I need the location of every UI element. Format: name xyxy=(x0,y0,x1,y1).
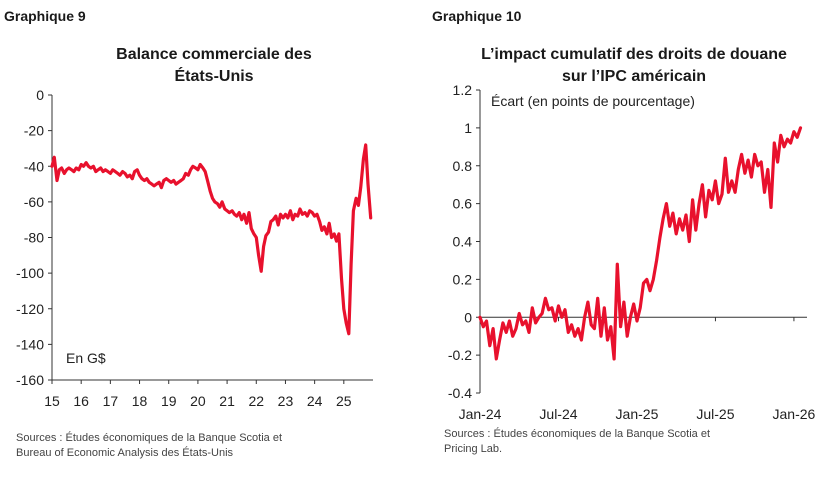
x-tick-label: 20 xyxy=(190,393,206,409)
y-tick-label: 0.2 xyxy=(453,271,473,287)
y-tick-label: -80 xyxy=(24,230,44,246)
chart-10-plot: 1.2 1 0.8 0.6 0.4 0.2 0 -0.2 -0.4 Jan-24 Jul-24 Jan… xyxy=(448,82,816,422)
y-tick-label: 0.6 xyxy=(453,196,473,212)
chart-title-line-2: sur l’IPC américain xyxy=(561,68,707,85)
sources-line-2: Pricing Lab. xyxy=(444,443,503,455)
y-tick-label: -140 xyxy=(16,336,44,352)
sources-line-2: Bureau of Economic Analysis des États-Un… xyxy=(16,447,234,459)
x-tick-label: 16 xyxy=(73,393,89,409)
x-tick-label: 21 xyxy=(219,393,235,409)
y-tick-label: -0.4 xyxy=(448,385,472,401)
chart-title-line-2: États-Unis xyxy=(174,68,254,85)
x-tick-label: Jan-26 xyxy=(773,406,816,422)
y-tick-label: -40 xyxy=(24,158,44,174)
chart-panel-10: Graphique 10 L’impact cumulatif des droi… xyxy=(414,0,828,483)
sources-note: Sources : Études économiques de la Banqu… xyxy=(16,431,282,461)
y-tick-label: 0.8 xyxy=(453,158,473,174)
x-tick-label: 18 xyxy=(132,393,148,409)
chart-title: Balance commerciale des États-Unis xyxy=(54,44,374,88)
y-tick-label: 1.2 xyxy=(453,82,473,98)
y-tick-label: -100 xyxy=(16,265,44,281)
sources-line-1: Sources : Études économiques de la Banqu… xyxy=(444,428,711,440)
chart-panel-9: Graphique 9 Balance commerciale des État… xyxy=(4,8,374,461)
y-tick-label: 1 xyxy=(464,120,472,136)
y-tick-label: -120 xyxy=(16,301,44,317)
chart-label: Graphique 9 xyxy=(4,8,86,24)
x-tick-label: Jul-25 xyxy=(696,406,734,422)
x-tick-label: 17 xyxy=(103,393,119,409)
x-tick-label: Jan-25 xyxy=(616,406,659,422)
x-tick-label: 19 xyxy=(161,393,177,409)
y-tick-label: 0 xyxy=(464,309,472,325)
sources-line-1: Sources : Études économiques de la Banqu… xyxy=(16,432,283,444)
x-tick-label: Jul-24 xyxy=(539,406,577,422)
chart-title-line-1: L’impact cumulatif des droits de douane xyxy=(481,46,787,63)
series-line xyxy=(50,143,373,336)
x-tick-label: 22 xyxy=(248,393,264,409)
series-line xyxy=(478,126,803,361)
x-tick-label: Jan-24 xyxy=(459,406,502,422)
y-tick-label: 0 xyxy=(36,87,44,103)
x-tick-label: 15 xyxy=(44,393,60,409)
y-tick-label: 0.4 xyxy=(453,234,473,250)
x-tick-label: 24 xyxy=(307,393,323,409)
y-tick-label: -0.2 xyxy=(448,347,472,363)
y-tick-label: -20 xyxy=(24,123,44,139)
x-tick-label: 25 xyxy=(336,393,352,409)
chart-title: L’impact cumulatif des droits de douane … xyxy=(444,44,824,88)
chart-title-line-1: Balance commerciale des xyxy=(116,46,312,63)
unit-label: Écart (en points de pourcentage) xyxy=(491,93,695,109)
unit-label: En G$ xyxy=(66,350,106,366)
y-tick-label: -160 xyxy=(16,372,44,388)
x-tick-label: 23 xyxy=(278,393,294,409)
chart-label: Graphique 10 xyxy=(432,8,522,24)
y-tick-label: -60 xyxy=(24,194,44,210)
sources-note: Sources : Études économiques de la Banqu… xyxy=(444,427,710,457)
